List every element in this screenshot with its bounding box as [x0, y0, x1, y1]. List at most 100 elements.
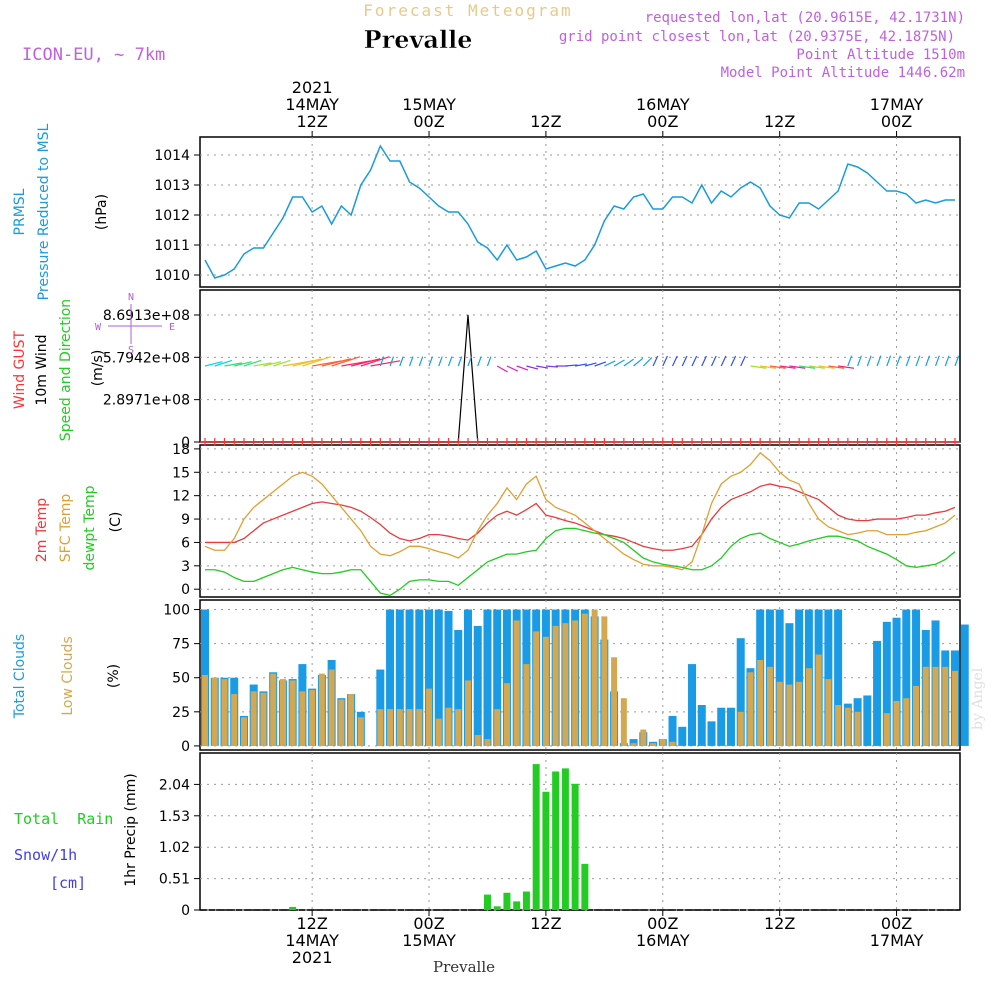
low-cloud-bar [737, 711, 744, 746]
low-cloud-bar [815, 654, 822, 746]
low-cloud-bar [932, 666, 939, 746]
wind-arrow [838, 365, 855, 369]
top-time-axis-label-1-0: 15MAY [402, 95, 456, 114]
wind-arrow [905, 355, 911, 367]
total-cloud-bar [795, 609, 804, 746]
precip-ytick-label-4: 2.04 [159, 777, 190, 793]
wind-arrow [496, 365, 508, 373]
wind-ytick-label-0: 0 [181, 435, 190, 451]
wind-arrow [224, 362, 243, 367]
top-time-axis-label-0-0: 2021 [292, 78, 333, 97]
top-time-axis-label-0-2: 12Z [296, 112, 327, 131]
precip-unit: 1hr Precip (mm) [123, 773, 139, 886]
wind-arrow [925, 355, 931, 367]
wind-arrow [360, 356, 390, 367]
low-cloud-bar [464, 680, 471, 746]
low-cloud-bar [318, 673, 325, 746]
total-cloud-bar [873, 640, 882, 746]
bottom-time-axis-label-1-1: 15MAY [402, 931, 456, 950]
wind-arrow [613, 359, 625, 367]
total-cloud-bar [629, 739, 638, 746]
total-cloud-bar [863, 695, 872, 746]
chart-marks [200, 144, 969, 911]
wind-ytick-label-3: 8.6913e+08 [103, 308, 190, 324]
wind-arrow [750, 365, 767, 369]
low-cloud-bar [650, 743, 657, 746]
total-cloud-bar [425, 609, 434, 746]
low-cloud-bar [611, 657, 618, 746]
wind-arrow [886, 355, 892, 367]
wind-unit: (m/s) [90, 350, 106, 387]
precip-bar [513, 901, 521, 910]
wind-arrow [584, 362, 597, 367]
low-cloud-bar [348, 694, 355, 746]
wind-arrow [623, 358, 635, 367]
low-cloud-bar [377, 709, 384, 746]
top-time-axis-label-0-1: 14MAY [285, 95, 339, 114]
low-cloud-bar [825, 679, 832, 746]
gridpoint-location: grid point closest lon,lat (20.9375E, 42… [559, 29, 955, 45]
low-cloud-bar [572, 620, 579, 746]
total-cloud-bar [697, 705, 706, 746]
precip-bar [289, 906, 297, 910]
gridlines [200, 137, 960, 911]
low-cloud-bar [299, 691, 306, 746]
wind-arrow [633, 357, 644, 367]
wind-arrow [720, 355, 727, 367]
model-altitude: Model Point Altitude 1446.62m [721, 65, 965, 81]
wind-arrow [954, 355, 960, 367]
wind-arrow [876, 355, 882, 367]
wind-arrow [389, 356, 395, 367]
low-cloud-bar [591, 609, 598, 746]
total-cloud-bar [668, 715, 677, 746]
wind-arrow [701, 355, 707, 367]
low-cloud-bar [357, 717, 364, 746]
low-cloud-bar [552, 625, 559, 746]
wind-arrow [671, 355, 678, 367]
low-cloud-bar [776, 681, 783, 746]
wind-arrow [895, 355, 901, 367]
low-cloud-bar [659, 739, 666, 746]
wind-arrow [418, 356, 424, 367]
total-cloud-bar [902, 609, 911, 746]
low-cloud-bar [620, 698, 627, 746]
location-title: Prevalle [364, 25, 473, 54]
wind-arrow [253, 362, 272, 367]
temp-ytick-label-3: 9 [181, 512, 190, 528]
top-time-axis-label-3-0: 16MAY [636, 95, 690, 114]
wind-arrow [808, 365, 825, 369]
rain-label: Total Rain [14, 810, 113, 828]
compass-east: E [169, 322, 175, 333]
bottom-time-axis-label-1-0: 00Z [413, 914, 444, 933]
low-cloud-bar [952, 670, 958, 746]
wind-arrow [710, 355, 717, 367]
compass-north: N [128, 292, 134, 303]
total-cloud-bar [395, 609, 404, 746]
low-cloud-bar [503, 683, 510, 746]
low-cloud-bar [406, 709, 413, 746]
low-cloud-bar [260, 692, 267, 746]
bottom-time-axis-label-0-1: 14MAY [285, 931, 339, 950]
bottom-time-axis-label-4-0: 12Z [764, 914, 795, 933]
low-cloud-bar [221, 679, 228, 746]
wind-arrow [545, 365, 558, 368]
low-cloud-bar [922, 666, 929, 746]
total-cloud-bar [882, 621, 891, 746]
wind-arrow [341, 360, 372, 367]
temp-ytick-label-2: 6 [181, 535, 190, 551]
top-time-axis-label-3-1: 00Z [647, 112, 678, 131]
bottom-time-axis-label-5-1: 17MAY [870, 931, 924, 950]
total-cloud-bar [678, 726, 687, 746]
low-cloud-bar [202, 675, 208, 746]
wind-arrow [282, 360, 313, 367]
total-cloud-bar [717, 707, 726, 746]
point-altitude: Point Altitude 1510m [796, 47, 965, 63]
bottom-time-axis-label-2-0: 12Z [530, 914, 561, 933]
low-cloud-bar [387, 709, 394, 746]
precip-bar [532, 764, 540, 910]
pressure-label-1: PRMSL [12, 188, 28, 235]
total-cloud-bar [376, 669, 385, 746]
wind-arrow [818, 365, 835, 369]
low-cloud-bar [279, 679, 286, 746]
